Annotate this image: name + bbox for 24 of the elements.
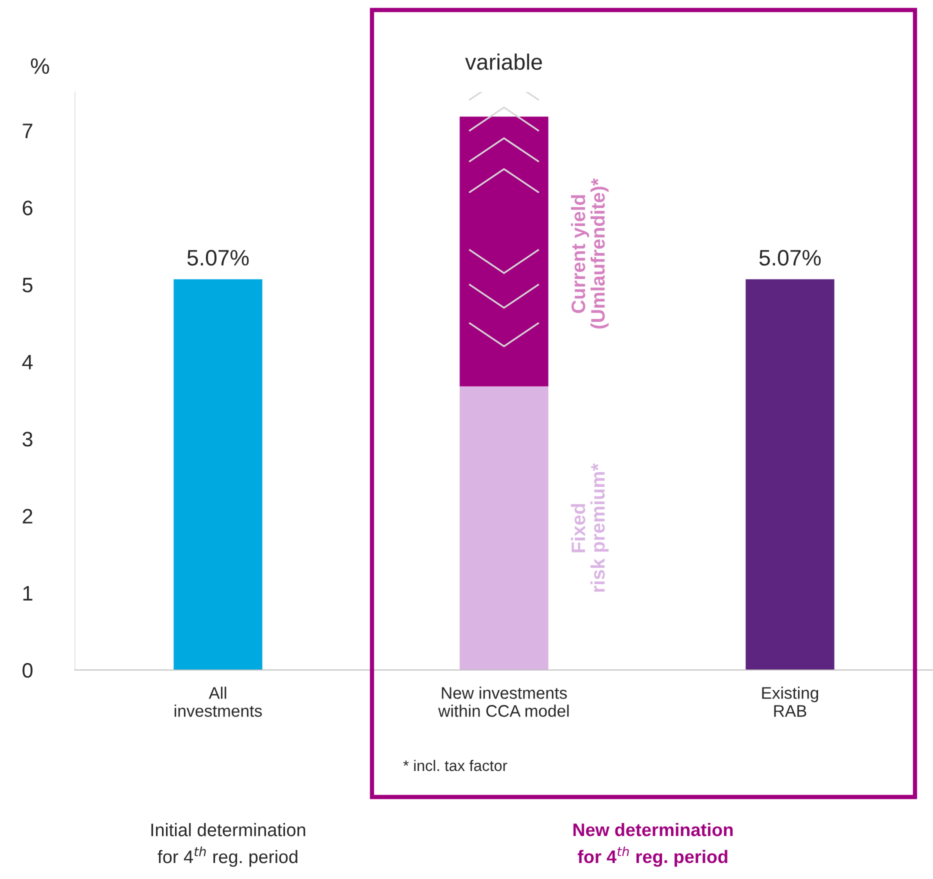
x-tick-label: All investments <box>174 686 262 717</box>
x-tick-label: Existing RAB <box>762 686 818 717</box>
bar <box>460 386 548 670</box>
data-label: 5.07% <box>187 250 249 266</box>
text: New determination for 4$^{th}$ reg. period <box>573 822 733 867</box>
x-tick-label: New investments within CCA model <box>438 686 569 717</box>
y-tick-label: 2 <box>22 508 32 524</box>
y-tick-label: 3 <box>22 432 32 447</box>
text: Initial determination for 4$^{th}$ reg. period <box>151 823 306 867</box>
annotation: Fixed risk premium* <box>570 463 609 592</box>
y-tick-label: 6 <box>22 200 32 216</box>
bar <box>746 279 834 670</box>
y-tick-label: 5 <box>22 278 32 292</box>
y-tick-label: 4 <box>22 354 33 370</box>
total-label: variable <box>465 54 542 70</box>
annotation: Current yield (Umlaufrendite)* <box>570 178 609 328</box>
text: * incl. tax factor <box>403 760 508 772</box>
bar <box>460 116 548 386</box>
y-tick-label: 7 <box>22 124 32 138</box>
data-label: 5.07% <box>759 250 821 266</box>
y-tick-label: 0 <box>22 663 33 678</box>
y-tick-label: 1 <box>23 586 32 600</box>
bar <box>174 279 262 670</box>
y-axis-title: % <box>30 58 50 74</box>
